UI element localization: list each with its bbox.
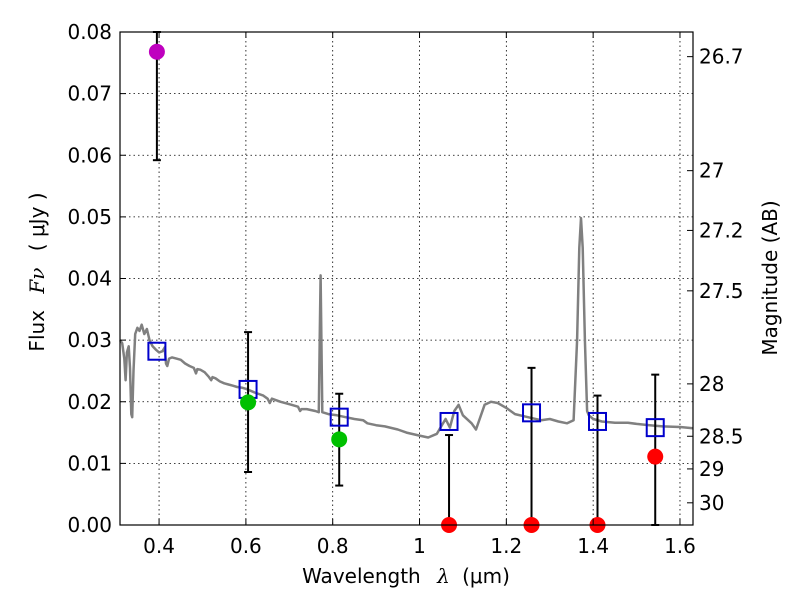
model-band-flux-square	[522, 403, 542, 423]
observed-flux-point	[148, 43, 165, 60]
y-tick-label: 0.00	[67, 513, 112, 537]
x-tick-label: 1.6	[664, 534, 696, 558]
y-tick-label: 0.03	[67, 328, 112, 352]
right-tick-label: 28	[699, 372, 724, 396]
x-tick-label: 0.8	[317, 534, 349, 558]
tick-layer: 0.4 0.6 0.8 1 1.2 1.4 1.6 0.00 0.01 0.02 0.03 0.04 0…	[67, 20, 743, 558]
y-axis-label-symbol: Fν	[25, 268, 49, 295]
model-band-flux-square	[147, 341, 167, 361]
grid-layer	[120, 32, 693, 525]
x-tick-label: 0.4	[143, 534, 175, 558]
model-spectrum-line	[118, 216, 694, 439]
right-tick-label: 30	[699, 491, 724, 515]
y-tick-label: 0.06	[67, 143, 112, 167]
y-tick-label: 0.01	[67, 451, 112, 475]
y-tick-label: 0.02	[67, 390, 112, 414]
y-tick-label: 0.07	[67, 82, 112, 106]
x-axis-label-text: Wavelength	[302, 564, 421, 588]
observed-flux-point	[331, 431, 348, 448]
model-band-flux-square	[329, 407, 349, 427]
spectrum-layer	[118, 216, 694, 439]
y-axis-label: Flux Fν ( μJy )	[25, 192, 49, 351]
y-tick-label: 0.05	[67, 205, 112, 229]
y-axis-label-text: Flux	[25, 310, 49, 352]
right-tick-label: 27.5	[699, 279, 744, 303]
right-tick-label: 26.7	[699, 45, 744, 69]
observed-flux-point	[647, 448, 664, 465]
observed-flux-point	[240, 394, 257, 411]
right-axis-label: Magnitude (AB)	[758, 200, 782, 355]
x-tick-label: 1.4	[577, 534, 609, 558]
x-axis-label-symbol: λ	[436, 564, 450, 588]
model-square-layer	[147, 341, 665, 438]
x-tick-label: 0.6	[230, 534, 262, 558]
model-band-flux-square	[645, 418, 665, 438]
y-tick-label: 0.08	[67, 20, 112, 44]
right-tick-label: 28.5	[699, 424, 744, 448]
x-tick-label: 1	[413, 534, 426, 558]
right-tick-label: 29	[699, 457, 724, 481]
right-tick-label: 27	[699, 159, 724, 183]
model-band-flux-square	[588, 411, 607, 431]
right-tick-label: 27.2	[699, 218, 744, 242]
y-axis-label-unit: ( μJy )	[25, 192, 49, 251]
y-tick-label: 0.04	[67, 267, 112, 291]
x-tick-label: 1.2	[490, 534, 522, 558]
x-axis-label-unit: (μm)	[462, 564, 510, 588]
model-band-flux-square	[439, 411, 459, 431]
x-axis-label: Wavelength λ (μm)	[302, 564, 510, 588]
